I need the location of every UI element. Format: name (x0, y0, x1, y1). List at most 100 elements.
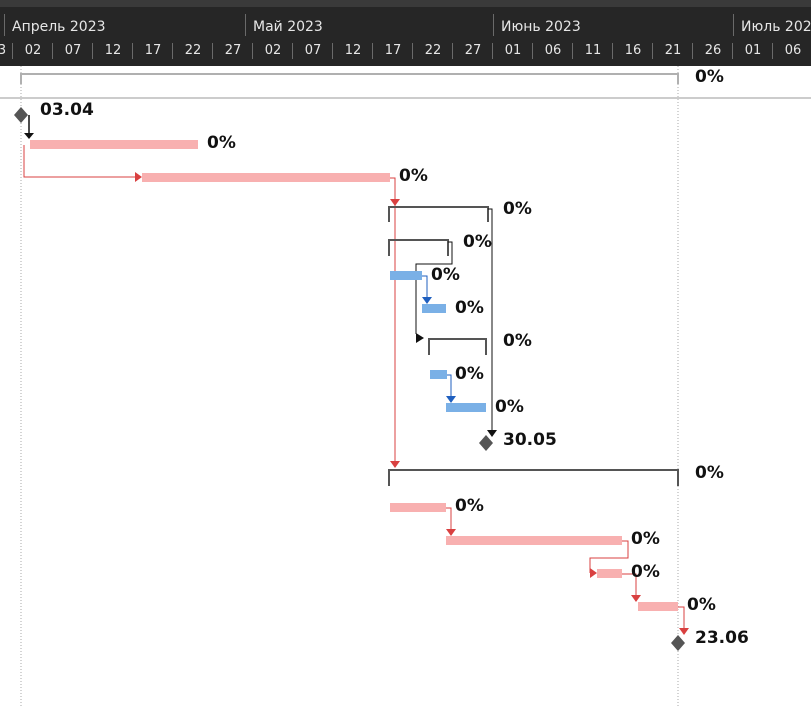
task-bar[interactable] (142, 173, 390, 182)
dependency-link (589, 540, 629, 573)
month-label-july: Июль 2023 (741, 19, 811, 35)
percent-complete-label: 0% (631, 529, 660, 549)
percent-complete-label: 0% (207, 133, 236, 153)
day-divider (12, 43, 13, 59)
day-label: 27 (224, 43, 242, 58)
dependency-link (447, 374, 452, 396)
month-label-june: Июнь 2023 (501, 19, 581, 35)
subtask-bar[interactable] (430, 370, 447, 379)
summary-bar[interactable] (388, 239, 449, 256)
milestone-diamond[interactable] (479, 435, 493, 451)
day-divider (532, 43, 533, 59)
day-divider (612, 43, 613, 59)
dependency-arrowhead (390, 199, 400, 206)
day-label: 11 (584, 43, 602, 58)
day-divider (172, 43, 173, 59)
task-bar[interactable] (390, 503, 446, 512)
day-label: 02 (264, 43, 282, 58)
day-label: 12 (344, 43, 362, 58)
day-divider (212, 43, 213, 59)
day-divider (452, 43, 453, 59)
gantt-graphics (0, 66, 811, 707)
dependency-arrowhead (487, 430, 497, 437)
day-divider (772, 43, 773, 59)
day-label: 26 (704, 43, 722, 58)
dependency-arrowhead (631, 595, 641, 602)
day-divider (692, 43, 693, 59)
milestone-date-label: 23.06 (695, 628, 749, 648)
summary-bar[interactable] (388, 469, 679, 486)
month-divider (733, 14, 734, 36)
dependency-arrowhead (24, 133, 34, 139)
dependency-arrowhead (679, 628, 689, 635)
percent-complete-label: 0% (695, 67, 724, 87)
percent-complete-label: 0% (495, 397, 524, 417)
task-bar[interactable] (446, 536, 622, 545)
day-divider (492, 43, 493, 59)
day-label: 21 (664, 43, 682, 58)
dependency-arrowhead (416, 333, 424, 343)
day-label: 27 (464, 43, 482, 58)
day-divider (92, 43, 93, 59)
dependency-link (488, 208, 493, 430)
day-label: 22 (184, 43, 202, 58)
day-divider (372, 43, 373, 59)
day-divider (652, 43, 653, 59)
dependency-link (23, 145, 135, 178)
dependency-arrowhead (446, 396, 456, 403)
day-label: 3 (0, 43, 7, 58)
summary-bar[interactable] (388, 206, 489, 222)
project-summary-bar[interactable] (20, 73, 679, 84)
dependency-arrowhead (446, 529, 456, 536)
subtask-bar[interactable] (422, 304, 446, 313)
day-label: 06 (784, 43, 802, 58)
day-divider (132, 43, 133, 59)
day-label: 22 (424, 43, 442, 58)
subtask-bar[interactable] (446, 403, 486, 412)
milestone-diamond[interactable] (14, 107, 28, 123)
month-divider (493, 14, 494, 36)
day-divider (52, 43, 53, 59)
day-label: 07 (304, 43, 322, 58)
day-label: 16 (624, 43, 642, 58)
dependency-link (678, 606, 685, 628)
subtask-bar[interactable] (390, 271, 422, 280)
day-label: 17 (384, 43, 402, 58)
percent-complete-label: 0% (631, 562, 660, 582)
gantt-chart: 0% 03.04 0% 0% 0% 0% 0% 0% 0% 0% 0% 30.0… (0, 66, 811, 707)
day-divider (332, 43, 333, 59)
percent-complete-label: 0% (503, 199, 532, 219)
milestone-diamond[interactable] (671, 635, 685, 651)
percent-complete-label: 0% (399, 166, 428, 186)
day-label: 12 (104, 43, 122, 58)
month-divider (4, 14, 5, 36)
day-divider (292, 43, 293, 59)
task-bar[interactable] (30, 140, 198, 149)
dependency-arrowhead (390, 461, 400, 468)
day-divider (572, 43, 573, 59)
percent-complete-label: 0% (503, 331, 532, 351)
day-label: 06 (544, 43, 562, 58)
dependency-arrowhead (590, 568, 597, 578)
dependency-link (622, 573, 637, 595)
percent-complete-label: 0% (687, 595, 716, 615)
percent-complete-label: 0% (455, 298, 484, 318)
day-divider (732, 43, 733, 59)
percent-complete-label: 0% (463, 232, 492, 252)
month-label-april: Апрель 2023 (12, 19, 106, 35)
task-bar[interactable] (597, 569, 622, 578)
dependency-link (415, 241, 453, 334)
dependency-arrowhead (135, 172, 142, 182)
milestone-date-label: 30.05 (503, 430, 557, 450)
task-bar[interactable] (638, 602, 678, 611)
percent-complete-label: 0% (455, 496, 484, 516)
day-divider (252, 43, 253, 59)
month-label-may: Май 2023 (253, 19, 323, 35)
day-label: 07 (64, 43, 82, 58)
day-label: 02 (24, 43, 42, 58)
timescale-header: Апрель 2023 Май 2023 Июнь 2023 Июль 202 3… (0, 0, 811, 66)
milestone-date-label: 03.04 (40, 100, 94, 120)
summary-bar[interactable] (428, 338, 487, 355)
day-label: 01 (504, 43, 522, 58)
percent-complete-label: 0% (695, 463, 724, 483)
